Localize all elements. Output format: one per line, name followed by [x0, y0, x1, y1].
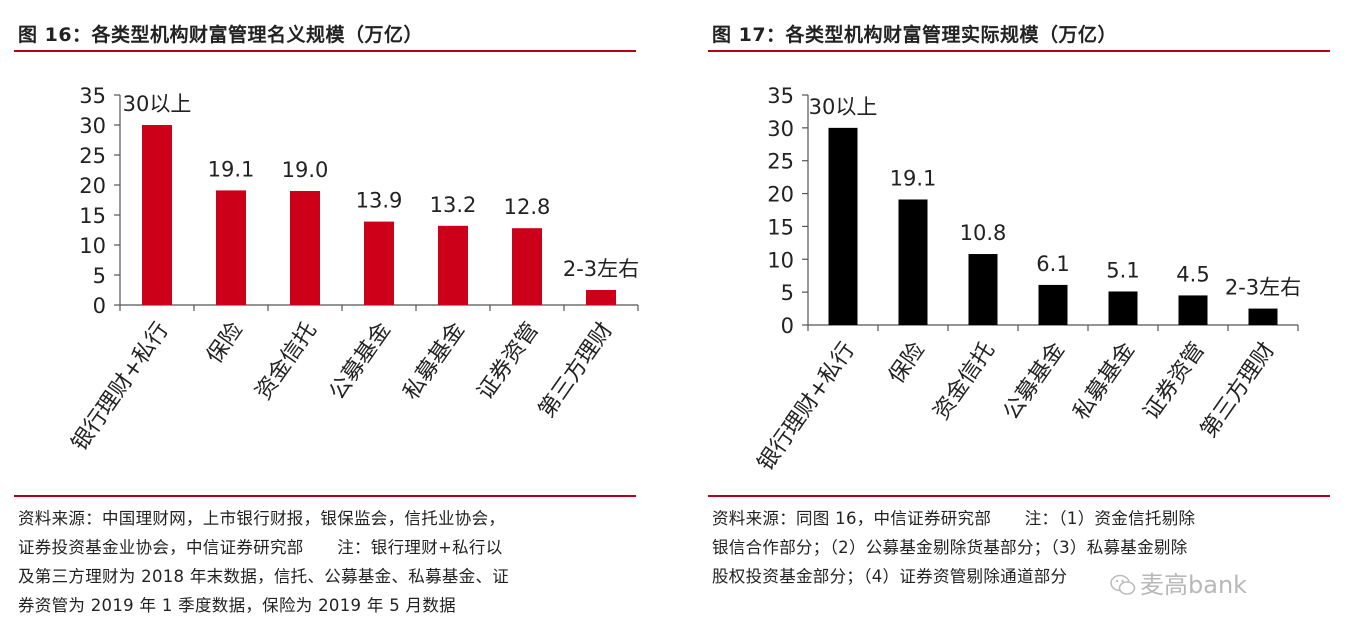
bar	[828, 127, 858, 325]
data-label: 5.1	[1106, 258, 1139, 282]
bar	[586, 290, 616, 305]
bar	[1038, 284, 1068, 325]
y-tick-label: 20	[79, 174, 106, 198]
y-tick-label: 30	[79, 114, 106, 138]
y-tick-label: 25	[79, 144, 106, 168]
x-category-label: 公募基金	[999, 338, 1070, 424]
x-category-label: 银行理财+私行	[67, 318, 174, 456]
y-tick-label: 10	[767, 248, 794, 272]
y-tick-label: 25	[767, 150, 794, 174]
x-category-label: 私募基金	[1069, 338, 1140, 424]
data-label: 13.2	[430, 193, 477, 217]
bar	[968, 254, 998, 325]
source-divider	[14, 495, 636, 497]
source-line: 股权投资基金部分；（4）证券资管剔除通道部分	[712, 567, 1068, 586]
figure-title: 图 16：各类型机构财富管理名义规模（万亿）	[18, 24, 424, 46]
data-label: 2-3左右	[563, 257, 639, 281]
data-label: 2-3左右	[1225, 276, 1301, 300]
data-label: 19.1	[890, 166, 937, 190]
bar	[1248, 308, 1278, 325]
y-tick-label: 0	[93, 294, 106, 318]
x-category-label: 保险	[202, 318, 248, 368]
y-tick-label: 5	[93, 264, 106, 288]
data-label: 10.8	[960, 221, 1007, 245]
source-line: 银信合作部分；（2）公募基金剔除货基部分；（3）私募基金剔除	[712, 538, 1188, 557]
y-tick-label: 15	[767, 215, 794, 239]
y-tick-label: 30	[767, 117, 794, 141]
data-label: 19.1	[208, 157, 255, 181]
source-divider	[708, 495, 1330, 497]
x-category-label: 公募基金	[325, 318, 396, 404]
chart-panel-fig17: 图 17：各类型机构财富管理实际规模（万亿） 0 5 10 15 20 25 30 35 30以…	[708, 0, 1336, 638]
source-line: 证券投资基金业协会，中信证券研究部 注：银行理财+私行以	[18, 538, 503, 557]
bar	[898, 199, 928, 325]
y-tick-label: 10	[79, 234, 106, 258]
title-divider	[708, 50, 1330, 52]
bar	[142, 125, 172, 305]
figure-title: 图 17：各类型机构财富管理实际规模（万亿）	[712, 24, 1118, 46]
x-category-label: 证券资管	[1139, 338, 1210, 424]
bar	[290, 191, 320, 305]
bar	[1108, 291, 1138, 325]
source-note: 资料来源：中国理财网，上市银行财报，银保监会，信托业协会， 证券投资基金业协会，…	[18, 504, 634, 620]
source-line: 资料来源：同图 16，中信证券研究部 注：（1）资金信托剔除	[712, 509, 1196, 528]
x-category-label: 证券资管	[473, 318, 544, 404]
data-label: 30以上	[123, 92, 192, 116]
bar	[438, 225, 468, 305]
data-label: 19.0	[282, 158, 329, 182]
source-note: 资料来源：同图 16，中信证券研究部 注：（1）资金信托剔除 银信合作部分；（2…	[712, 504, 1328, 591]
y-tick-label: 15	[79, 204, 106, 228]
title-divider	[14, 50, 636, 52]
y-tick-label: 35	[767, 84, 794, 108]
data-label: 6.1	[1036, 252, 1069, 276]
x-category-label: 资金信托	[251, 318, 322, 404]
bar	[364, 221, 394, 305]
data-label: 13.9	[356, 189, 403, 213]
x-category-label: 私募基金	[399, 318, 470, 404]
watermark: 麦高bank	[1110, 565, 1247, 600]
y-tick-label: 20	[767, 183, 794, 207]
y-tick-label: 35	[79, 84, 106, 108]
watermark-text: 麦高bank	[1140, 571, 1248, 599]
bar	[1178, 295, 1208, 325]
y-tick-label: 0	[781, 314, 794, 338]
source-line: 及第三方理财为 2018 年末数据，信托、公募基金、私募基金、证	[18, 567, 510, 586]
source-line: 资料来源：中国理财网，上市银行财报，银保监会，信托业协会，	[18, 509, 506, 528]
source-line: 券资管为 2019 年 1 季度数据，保险为 2019 年 5 月数据	[18, 596, 456, 615]
x-category-label: 银行理财+私行	[753, 338, 860, 476]
bar	[512, 228, 542, 305]
wechat-icon	[1110, 574, 1136, 595]
x-category-label: 资金信托	[929, 338, 1000, 424]
chart-panel-fig16: 图 16：各类型机构财富管理名义规模（万亿） 0 5 10 15 20 25 30 35 30以…	[14, 0, 642, 638]
x-category-label: 保险	[884, 338, 930, 388]
data-label: 30以上	[809, 95, 878, 119]
data-label: 12.8	[504, 195, 551, 219]
x-category-label: 第三方理财	[534, 318, 618, 422]
bar	[216, 190, 246, 305]
y-tick-label: 5	[781, 281, 794, 305]
data-label: 4.5	[1176, 262, 1209, 286]
